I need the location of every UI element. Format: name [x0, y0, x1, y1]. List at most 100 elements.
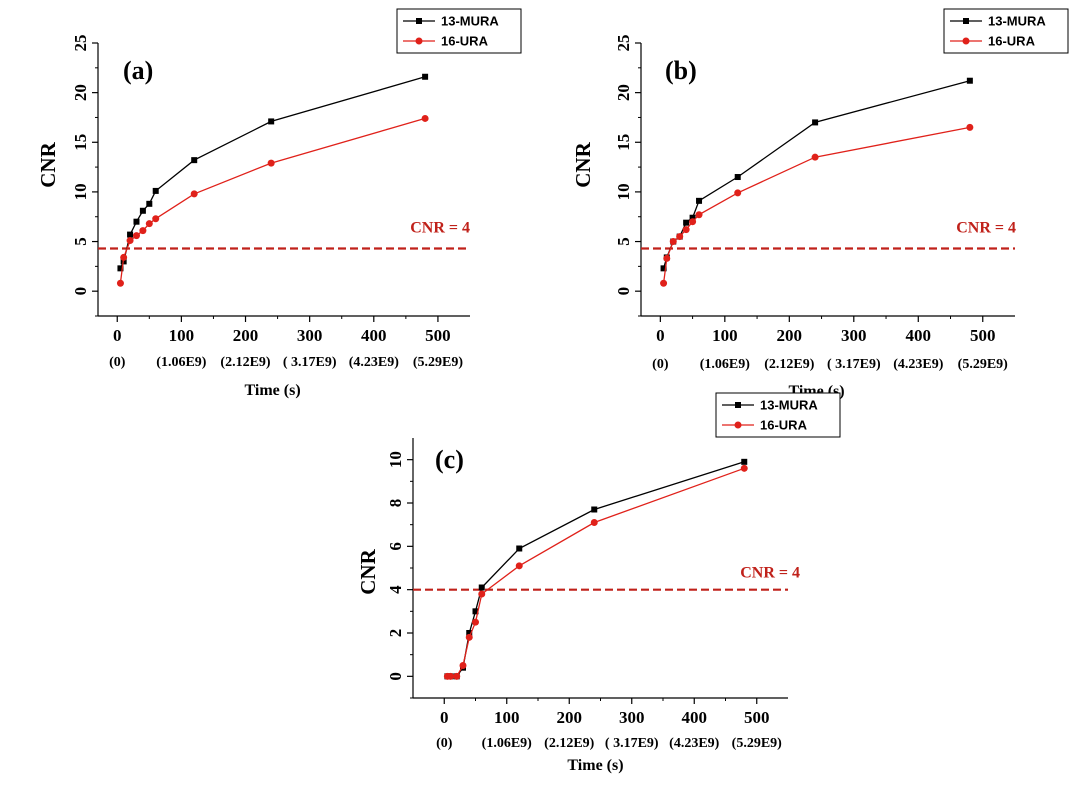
data-point	[146, 200, 153, 207]
data-point	[695, 211, 703, 219]
data-point	[689, 218, 697, 226]
y-tick-label: 10	[71, 183, 90, 200]
legend: 13-MURA 16-URA	[715, 392, 841, 438]
series-16-ura	[443, 464, 748, 680]
data-point	[267, 159, 275, 167]
chart-panel-a: 0(0)100(1.06E9)200(2.12E9)300( 3.17E9)40…	[36, 8, 522, 399]
series-13-mura	[117, 73, 429, 272]
data-point	[447, 672, 454, 680]
legend-label: 13-MURA	[988, 14, 1046, 29]
series-line	[447, 467, 745, 677]
x-tick-label: 200	[233, 326, 259, 345]
data-point	[127, 231, 134, 238]
threshold-label: CNR = 4	[956, 219, 1016, 236]
series-13-mura	[660, 77, 973, 272]
series-line	[662, 126, 971, 284]
legend-marker	[735, 402, 741, 408]
data-point	[682, 226, 690, 234]
series-line	[447, 461, 745, 677]
y-axis-title: CNR	[571, 141, 595, 187]
data-point	[459, 662, 467, 669]
chart-panel-b: 0(0)100(1.06E9)200(2.12E9)300( 3.17E9)40…	[571, 8, 1069, 400]
series-16-ura	[116, 114, 429, 287]
data-point	[268, 118, 275, 125]
x-secondary-label: (0)	[436, 736, 453, 751]
x-tick-label: 0	[656, 326, 665, 345]
x-tick-label: 300	[619, 708, 645, 727]
panel-label: (c)	[435, 445, 464, 474]
y-tick-label: 0	[614, 287, 633, 296]
x-secondary-label: (0)	[109, 355, 126, 370]
data-point	[660, 279, 668, 287]
chart-panel-c: 0(0)100(1.06E9)200(2.12E9)300( 3.17E9)40…	[356, 392, 841, 774]
data-point	[741, 458, 748, 465]
series-13-mura	[444, 458, 748, 680]
x-tick-label: 0	[440, 708, 449, 727]
data-point	[660, 265, 667, 272]
data-point	[966, 123, 974, 131]
data-point	[516, 545, 523, 552]
series-line	[662, 80, 971, 269]
data-point	[676, 233, 684, 241]
y-tick-label: 4	[386, 585, 405, 594]
y-axis-title: CNR	[356, 548, 380, 594]
series-16-ura	[660, 123, 974, 287]
x-axis-title: Time (s)	[245, 382, 301, 399]
legend-label: 16-URA	[441, 34, 489, 49]
data-point	[472, 608, 479, 615]
legend-label: 13-MURA	[441, 14, 499, 29]
legend-marker	[415, 37, 423, 45]
data-point	[734, 174, 741, 181]
legend-label: 13-MURA	[760, 398, 818, 413]
legend-label: 16-URA	[760, 418, 808, 433]
x-secondary-label: (2.12E9)	[220, 355, 271, 370]
x-secondary-label: (4.23E9)	[349, 355, 400, 370]
legend-marker	[962, 37, 970, 45]
x-tick-label: 300	[841, 326, 867, 345]
data-point	[478, 590, 486, 598]
data-point	[139, 227, 147, 235]
y-tick-label: 20	[71, 84, 90, 101]
y-tick-label: 5	[71, 237, 90, 246]
legend-box	[715, 392, 841, 438]
y-tick-label: 10	[614, 183, 633, 200]
x-tick-label: 400	[361, 326, 387, 345]
data-point	[591, 506, 598, 513]
data-point	[422, 73, 429, 80]
x-tick-label: 500	[425, 326, 451, 345]
data-point	[466, 630, 473, 636]
series-line	[119, 117, 426, 284]
x-secondary-label: (4.23E9)	[669, 736, 720, 751]
data-point	[811, 153, 819, 161]
x-tick-label: 400	[906, 326, 932, 345]
x-secondary-label: (5.29E9)	[413, 355, 464, 370]
x-secondary-label: (0)	[652, 357, 669, 372]
data-point	[669, 238, 677, 246]
x-tick-label: 100	[494, 708, 520, 727]
data-point	[133, 218, 140, 225]
data-point	[190, 190, 198, 198]
data-point	[689, 214, 696, 221]
data-point	[139, 207, 146, 214]
panel-label: (a)	[123, 56, 153, 85]
x-secondary-label: (2.12E9)	[544, 736, 595, 751]
data-point	[453, 672, 461, 680]
x-secondary-label: (1.06E9)	[700, 357, 751, 372]
data-point	[116, 279, 124, 287]
data-point	[191, 157, 198, 164]
data-point	[734, 189, 742, 197]
data-point	[740, 464, 748, 472]
threshold-label: CNR = 4	[410, 219, 470, 236]
data-point	[145, 220, 153, 228]
legend: 13-MURA 16-URA	[396, 8, 522, 54]
threshold-label: CNR = 4	[740, 565, 800, 582]
data-point	[465, 633, 473, 641]
series-line	[119, 76, 426, 269]
x-tick-label: 400	[682, 708, 708, 727]
legend: 13-MURA 16-URA	[943, 8, 1069, 54]
y-tick-label: 25	[614, 35, 633, 52]
y-tick-label: 0	[386, 672, 405, 681]
x-secondary-label: (5.29E9)	[732, 736, 783, 751]
y-tick-label: 25	[71, 35, 90, 52]
data-point	[478, 584, 485, 591]
